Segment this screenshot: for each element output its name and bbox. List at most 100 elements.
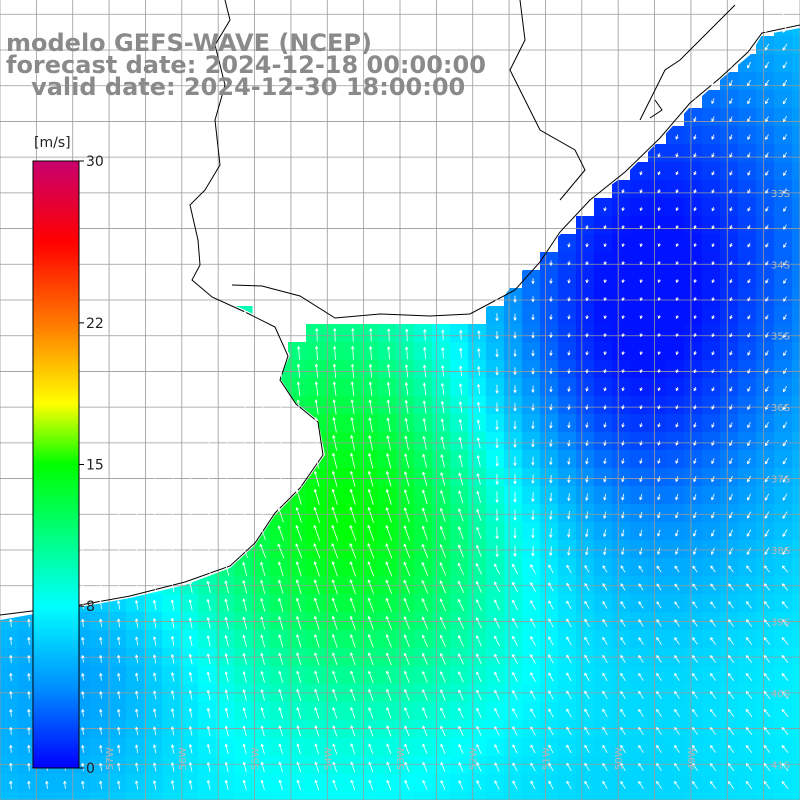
- wind-speed-cell: [756, 234, 775, 253]
- wind-speed-cell: [378, 504, 397, 523]
- wind-arrow: [711, 261, 715, 266]
- wind-arrow: [620, 583, 626, 591]
- wind-speed-cell: [648, 522, 667, 541]
- wind-arrow: [693, 279, 697, 283]
- wind-speed-cell: [576, 540, 595, 559]
- wind-speed-cell: [612, 180, 631, 199]
- wind-speed-cell: [72, 774, 91, 793]
- wind-speed-cell: [792, 234, 800, 253]
- wind-arrow: [567, 475, 571, 483]
- wind-arrow: [512, 780, 518, 790]
- wind-speed-cell: [468, 702, 487, 721]
- wind-speed-cell: [756, 198, 775, 217]
- wind-arrow: [603, 547, 607, 556]
- wind-speed-cell: [576, 342, 595, 361]
- wind-arrow: [368, 743, 374, 755]
- wind-arrow: [350, 761, 356, 773]
- wind-speed-cell: [720, 126, 739, 145]
- wind-speed-cell: [486, 702, 505, 721]
- wind-arrow: [99, 564, 103, 574]
- wind-arrow: [368, 689, 374, 701]
- wind-arrow: [117, 311, 121, 323]
- wind-speed-cell: [594, 216, 613, 235]
- wind-arrow: [243, 310, 247, 324]
- wind-speed-cell: [576, 630, 595, 649]
- wind-arrow: [404, 453, 410, 469]
- wind-arrow: [495, 527, 499, 539]
- wind-arrow: [135, 690, 139, 700]
- wind-arrow: [476, 744, 482, 754]
- wind-speed-cell: [738, 342, 757, 361]
- wind-arrow: [440, 780, 446, 790]
- wind-arrow: [494, 671, 500, 683]
- wind-speed-cell: [324, 486, 343, 505]
- wind-arrow: [386, 707, 392, 719]
- wind-speed-cell: [270, 738, 289, 757]
- wind-arrow: [729, 134, 733, 140]
- wind-arrow: [99, 780, 103, 790]
- wind-speed-cell: [288, 756, 307, 775]
- wind-speed-cell: [774, 378, 793, 397]
- wind-arrow: [763, 708, 771, 717]
- wind-arrow: [531, 456, 535, 466]
- wind-speed-cell: [756, 378, 775, 397]
- wind-speed-cell: [702, 252, 721, 271]
- wind-arrow: [81, 762, 85, 771]
- wind-arrow: [170, 636, 175, 646]
- wind-arrow: [709, 672, 717, 681]
- wind-arrow: [693, 529, 697, 537]
- wind-arrow: [134, 527, 140, 539]
- wind-arrow: [224, 418, 229, 432]
- wind-arrow: [764, 43, 770, 51]
- wind-arrow: [260, 598, 266, 612]
- wind-arrow: [386, 435, 391, 451]
- wind-arrow: [782, 439, 788, 447]
- wind-arrow: [675, 458, 679, 464]
- wind-arrow: [367, 507, 374, 523]
- wind-speed-cell: [252, 576, 271, 595]
- wind-speed-cell: [378, 414, 397, 433]
- wind-speed-cell: [0, 738, 19, 757]
- wind-arrow: [549, 332, 553, 338]
- wind-arrow: [99, 582, 103, 592]
- wind-speed-cell: [522, 432, 541, 451]
- wind-arrow: [513, 456, 517, 466]
- wind-speed-cell: [756, 342, 775, 361]
- wind-speed-cell: [198, 720, 217, 739]
- wind-arrow: [693, 476, 697, 483]
- wind-arrow: [457, 598, 465, 611]
- wind-speed-cell: [414, 630, 433, 649]
- wind-speed-cell: [558, 522, 577, 541]
- wind-arrow: [188, 653, 193, 664]
- wind-arrow: [495, 491, 499, 503]
- wind-speed-cell: [666, 738, 685, 757]
- wind-speed-cell: [738, 126, 757, 145]
- wind-speed-cell: [738, 504, 757, 523]
- wind-arrow: [638, 619, 644, 627]
- wind-arrow: [117, 780, 121, 790]
- wind-arrow: [224, 580, 229, 594]
- wind-arrow: [603, 440, 607, 446]
- wind-arrow: [223, 526, 230, 540]
- wind-speed-cell: [738, 396, 757, 415]
- wind-speed-cell: [432, 720, 451, 739]
- wind-arrow: [494, 780, 500, 790]
- wind-arrow: [206, 635, 211, 647]
- wind-speed-cell: [648, 342, 667, 361]
- wind-speed-cell: [18, 720, 37, 739]
- wind-speed-cell: [666, 234, 685, 253]
- wind-arrow: [675, 170, 679, 176]
- wind-arrow: [693, 333, 697, 337]
- wind-speed-cell: [432, 702, 451, 721]
- wind-arrow: [567, 404, 571, 410]
- wind-arrow: [729, 368, 733, 374]
- wind-speed-cell: [486, 450, 505, 469]
- wind-speed-cell: [324, 540, 343, 559]
- wind-arrow: [548, 582, 554, 592]
- wind-speed-cell: [288, 342, 307, 361]
- wind-arrow: [206, 671, 211, 683]
- wind-arrow: [314, 761, 319, 773]
- wind-arrow: [585, 332, 589, 338]
- wind-arrow: [782, 7, 788, 15]
- wind-arrow: [566, 744, 572, 754]
